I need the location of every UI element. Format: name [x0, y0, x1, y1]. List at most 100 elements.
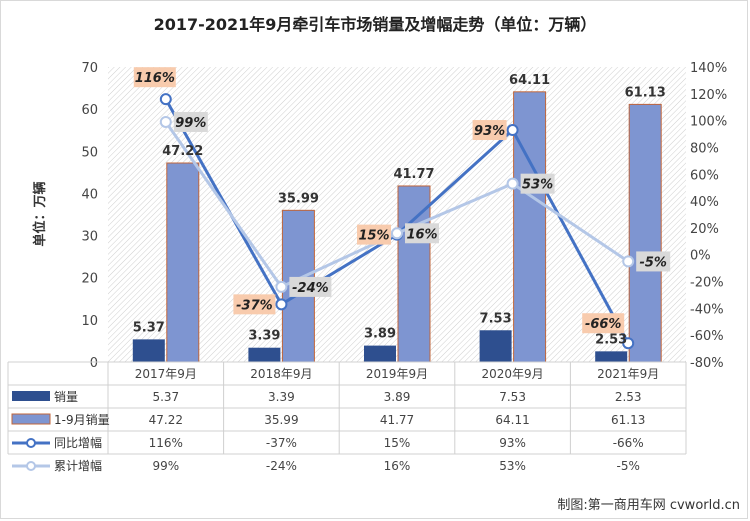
bar-value-label: 64.11: [509, 73, 550, 88]
point-label-box: [472, 120, 507, 141]
bar-value-label: 47.22: [162, 144, 203, 159]
y2-tick-label: -20%: [690, 276, 724, 291]
series-point: [159, 93, 172, 106]
bar: [132, 339, 165, 362]
series-point: [159, 115, 172, 128]
point-label-box: [289, 276, 332, 297]
point-label-box: [405, 223, 439, 244]
x-tick-label: 2019年9月: [366, 367, 428, 381]
legend-marker: [26, 461, 36, 471]
y-tick-label: 70: [81, 61, 98, 76]
y2-tick-label: 120%: [690, 88, 727, 103]
point-label-box: [520, 173, 555, 194]
y-tick-label: 10: [81, 314, 98, 329]
bar-value-label: 5.37: [133, 320, 165, 335]
table-cell: 53%: [499, 459, 526, 473]
y-tick-label: 50: [81, 145, 98, 160]
table-cell: 93%: [499, 436, 526, 450]
table-cell: 7.53: [499, 390, 526, 404]
legend-label: 1-9月销量: [54, 413, 110, 427]
table-cell: 99%: [152, 459, 179, 473]
bar: [595, 351, 628, 362]
y2-tick-label: 20%: [690, 222, 719, 237]
chart-title: 2017-2021年9月牵引车市场销量及增幅走势（单位：万辆）: [154, 15, 597, 34]
legend-marker: [26, 438, 36, 448]
y-tick-label: 0: [90, 356, 98, 371]
point-label: 16%: [406, 227, 437, 242]
series-point: [275, 298, 288, 311]
table-cell: -37%: [266, 436, 297, 450]
y-tick-label: 30: [81, 230, 98, 245]
table-cell: 35.99: [264, 413, 298, 427]
point-label: 53%: [522, 178, 553, 193]
point-label-box: [582, 313, 625, 334]
table-cell: -24%: [266, 459, 297, 473]
table-cell: 64.11: [495, 413, 529, 427]
y2-tick-label: -60%: [690, 329, 724, 344]
x-tick-label: 2020年9月: [482, 367, 544, 381]
point-label-box: [357, 224, 391, 245]
table-cell: 116%: [149, 436, 183, 450]
bar: [513, 91, 547, 363]
point-label-box: [636, 251, 671, 272]
bar: [628, 103, 662, 363]
point-label: -37%: [236, 298, 273, 313]
series-point: [391, 227, 403, 240]
legend-label: 累计增幅: [54, 458, 102, 473]
y-tick-label: 60: [81, 103, 98, 118]
y2-tick-label: 140%: [690, 61, 727, 76]
bar-value-label: 41.77: [393, 167, 434, 182]
bar-value-label: 3.89: [364, 327, 396, 342]
y2-tick-label: 100%: [690, 115, 727, 130]
table-cell: -66%: [613, 436, 644, 450]
point-label: 93%: [474, 124, 505, 139]
table-cell: 2.53: [615, 390, 642, 404]
table-cell: 3.89: [384, 390, 411, 404]
series-point: [506, 124, 519, 137]
point-label: 116%: [135, 71, 175, 86]
y-tick-label: 40: [81, 187, 98, 202]
series-point: [506, 177, 519, 190]
y-axis-label: 单位：万辆: [32, 181, 48, 246]
bar-value-label: 35.99: [278, 191, 319, 206]
table-cell: 5.37: [152, 390, 179, 404]
point-label: 15%: [358, 229, 389, 244]
point-label: 99%: [175, 116, 206, 131]
y2-tick-label: 60%: [690, 168, 719, 183]
bar: [479, 330, 512, 362]
y2-tick-label: 0%: [690, 249, 711, 264]
series-point: [622, 255, 635, 268]
point-label-box: [233, 294, 276, 315]
y2-tick-label: 80%: [690, 141, 719, 156]
table-cell: 15%: [384, 436, 411, 450]
y-tick-label: 20: [81, 272, 98, 287]
y2-tick-label: -40%: [690, 302, 724, 317]
bar-value-label: 3.39: [248, 329, 280, 344]
legend-swatch: [11, 413, 51, 425]
bar: [397, 185, 431, 363]
series-point: [622, 337, 635, 350]
x-tick-label: 2017年9月: [135, 367, 197, 381]
series-point: [275, 280, 288, 293]
point-label: -5%: [639, 255, 666, 270]
legend-label: 同比增幅: [54, 435, 102, 450]
x-tick-label: 2018年9月: [250, 367, 312, 381]
table-cell: 41.77: [380, 413, 414, 427]
source-credit: 制图:第一商用车网 cvworld.cn: [557, 498, 740, 513]
x-tick-label: 2021年9月: [597, 367, 659, 381]
legend-swatch: [12, 391, 50, 401]
point-label: -24%: [292, 281, 329, 296]
bar: [166, 162, 200, 363]
table-cell: 3.39: [268, 390, 295, 404]
table-cell: 16%: [384, 459, 411, 473]
table-cell: 61.13: [611, 413, 645, 427]
point-label-box: [133, 67, 176, 88]
y2-tick-label: -80%: [690, 356, 724, 371]
bar: [248, 347, 281, 362]
point-label: -66%: [585, 317, 622, 332]
point-label-box: [173, 111, 208, 132]
bar-value-label: 7.53: [480, 311, 512, 326]
legend-label: 销量: [54, 390, 78, 404]
